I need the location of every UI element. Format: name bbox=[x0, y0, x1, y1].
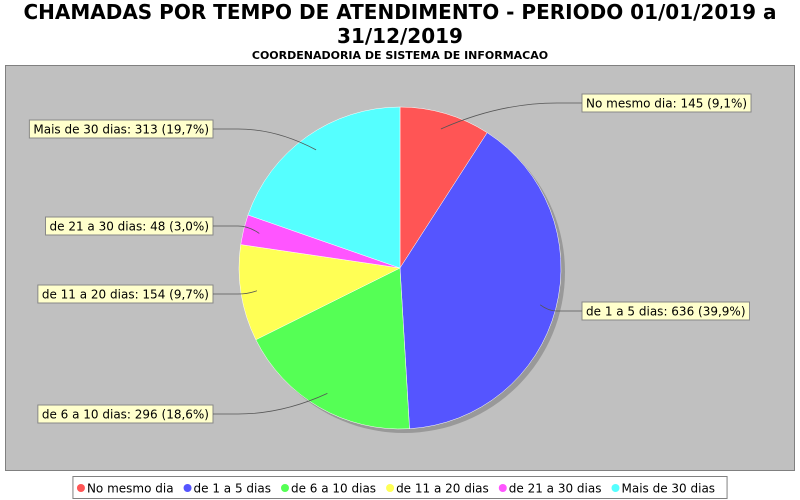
data-label: Mais de 30 dias: 313 (19,7%) bbox=[28, 119, 214, 139]
leader-line bbox=[440, 102, 582, 130]
data-label: de 11 a 20 dias: 154 (9,7%) bbox=[37, 284, 214, 304]
pie-slice bbox=[238, 244, 401, 341]
data-label: de 6 a 10 dias: 296 (18,6%) bbox=[37, 404, 214, 424]
legend-marker bbox=[498, 484, 507, 492]
leader-line bbox=[213, 393, 328, 415]
label-text: No mesmo dia: 145 (9,1%) bbox=[586, 97, 747, 111]
leader-line bbox=[539, 304, 582, 312]
legend-marker bbox=[183, 484, 192, 492]
leader-line bbox=[213, 290, 258, 295]
legend-label: Mais de 30 dias bbox=[622, 482, 716, 496]
legend-label: No mesmo dia bbox=[87, 482, 174, 496]
data-label: No mesmo dia: 145 (9,1%) bbox=[581, 93, 752, 113]
legend-marker bbox=[611, 484, 620, 492]
label-text: Mais de 30 dias: 313 (19,7%) bbox=[33, 123, 209, 137]
chart-title: CHAMADAS POR TEMPO DE ATENDIMENTO - PERI… bbox=[23, 0, 777, 48]
legend-box bbox=[72, 476, 728, 499]
data-label: de 1 a 5 dias: 636 (39,9%) bbox=[581, 301, 750, 321]
legend: No mesmo dia de 1 a 5 dias de 6 a 10 dias d… bbox=[72, 476, 728, 499]
chart-subtitle: COORDENADORIA DE SISTEMA DE INFORMACAO bbox=[251, 49, 549, 62]
pie-slice bbox=[247, 106, 401, 269]
label-text: de 11 a 20 dias: 154 (9,7%) bbox=[42, 288, 209, 302]
pie-slice bbox=[399, 132, 562, 429]
legend-label: de 6 a 10 dias bbox=[291, 482, 376, 496]
leader-line bbox=[213, 225, 260, 234]
legend-label: de 21 a 30 dias bbox=[509, 482, 602, 496]
legend-marker bbox=[280, 484, 289, 492]
leader-line bbox=[213, 128, 317, 151]
data-label: de 21 a 30 dias: 48 (3,0%) bbox=[45, 216, 214, 236]
legend-marker bbox=[386, 484, 395, 492]
label-text: de 21 a 30 dias: 48 (3,0%) bbox=[50, 220, 210, 234]
legend-label: de 1 a 5 dias bbox=[194, 482, 271, 496]
pie-slice bbox=[255, 267, 410, 430]
legend-label: de 11 a 20 dias bbox=[396, 482, 489, 496]
label-text: de 1 a 5 dias: 636 (39,9%) bbox=[586, 305, 746, 319]
pie-slice bbox=[399, 106, 488, 269]
label-text: de 6 a 10 dias: 296 (18,6%) bbox=[42, 408, 209, 422]
legend-marker bbox=[76, 484, 85, 492]
